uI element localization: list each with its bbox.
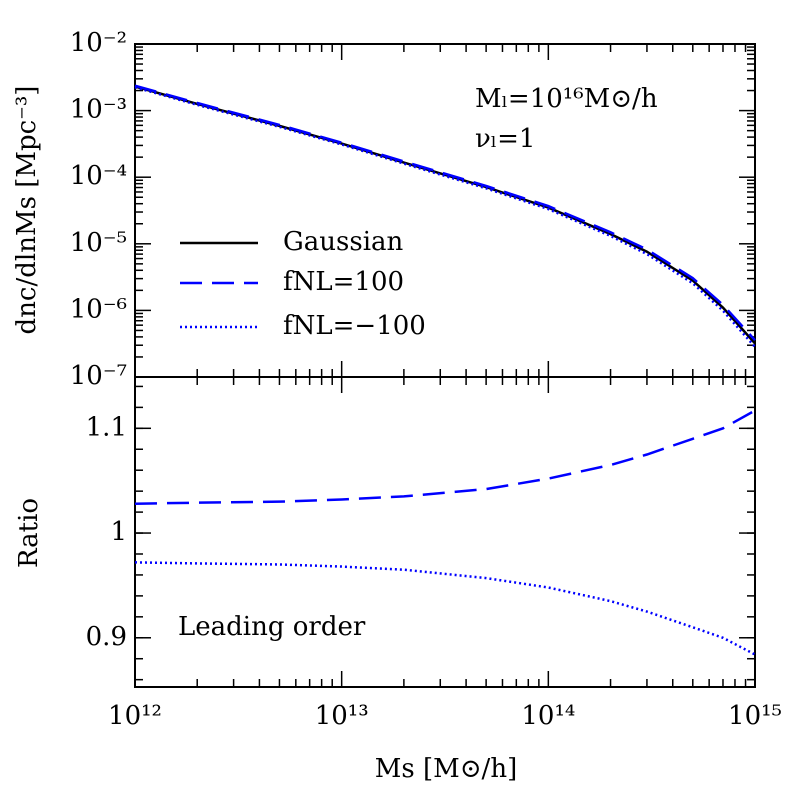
legend-label: Gaussian [283,227,404,257]
x-tick-label: 10¹⁵ [728,701,782,731]
y-tick-label: 10⁻⁶ [70,294,127,324]
y-tick-label: 10⁻² [70,28,127,58]
bottom-frame [134,376,756,688]
x-axis-label: Ms [M⊙/h] [375,754,517,784]
top-frame [134,43,756,378]
x-tick-label: 10¹³ [315,701,369,731]
x-tick-label: 10¹⁴ [521,701,575,731]
y-tick-label: 10⁻³ [70,95,127,125]
y-tick-label: 1.1 [86,412,127,442]
y-axis-label: Ratio [14,498,44,568]
y-tick-label: 10⁻⁷ [70,361,127,391]
series-line [134,85,756,345]
y-tick-label: 1 [110,517,127,547]
series-line [134,84,756,342]
legend-label: fNL=100 [283,267,404,297]
annotation: νₗ=1 [475,124,535,154]
y-tick-label: 10⁻⁵ [70,228,127,258]
series-line [134,409,756,505]
y-axis-label: dnc/dlnMs [Mpc⁻³] [12,86,42,335]
y-tick-label: 0.9 [86,622,127,652]
x-tick-label: 10¹² [108,701,162,731]
legend-label: fNL=−100 [283,311,426,341]
series-line [134,86,756,348]
annotation: Leading order [178,612,366,642]
y-tick-label: 10⁻⁴ [70,161,127,191]
annotation: Mₗ=10¹⁶M⊙/h [475,84,658,114]
series-line [134,561,756,656]
